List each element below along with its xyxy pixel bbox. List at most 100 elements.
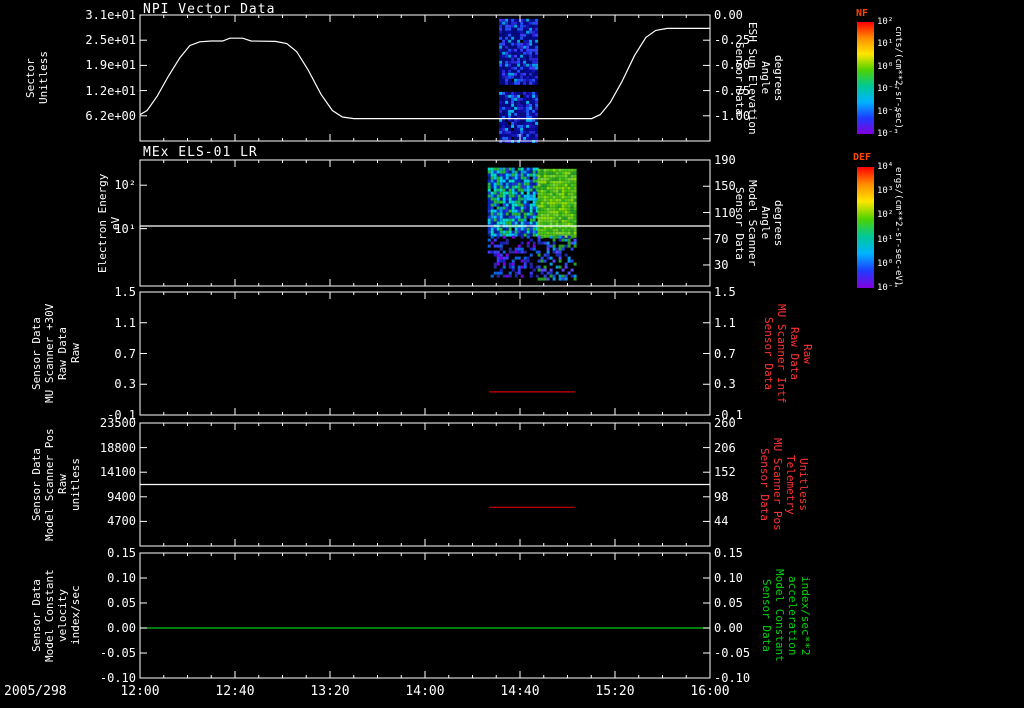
y-tick-label: 0.15 [107, 546, 136, 560]
spectrogram-region [537, 235, 577, 281]
y-tick-label: 0.3 [714, 377, 736, 392]
y-tick-label: 0.10 [107, 571, 136, 585]
y-tick-label: 260 [714, 416, 736, 430]
y-tick-label: 70 [714, 231, 729, 246]
colorbar-tick-label: 10⁰ [877, 258, 894, 269]
y-tick-label: 190 [714, 153, 736, 167]
mu-scanner-30v-panel [139, 291, 711, 416]
series-sector [139, 27, 710, 120]
colorbar [857, 167, 874, 288]
y-tick-label: 1.5 [714, 285, 736, 299]
panel2-right-axis-label: Sensor Data Model Scanner Angle degrees [733, 179, 785, 267]
y-tick-label: 10¹ [114, 221, 136, 236]
colorbar-tick-label: 10⁰ [877, 61, 894, 72]
x-tick-label: 16:00 [690, 684, 730, 699]
x-tick-label: 14:00 [405, 684, 445, 699]
panel1-left-axis-label: Sector Unitless [24, 51, 50, 105]
colorbar-tick-label: 10⁻² [877, 106, 899, 117]
panel5-left-axis-label: Sensor Data Model Constant velocity inde… [30, 569, 82, 662]
colorbar1-unit-label: cnts/(cm**2-sr-sec) [893, 25, 903, 129]
y-tick-label: 6.2e+00 [85, 108, 136, 123]
x-tick-label: 12:40 [215, 684, 255, 699]
colorbar-tick-label: 10³ [877, 186, 894, 197]
spectrogram-region [499, 18, 539, 85]
y-tick-label: 1.1 [114, 315, 136, 330]
model-constant-velocity-panel [139, 552, 711, 679]
panel1-title: NPI Vector Data [143, 2, 276, 17]
y-tick-label: 44 [714, 514, 729, 529]
colorbar-tick-label: 10⁴ [877, 162, 894, 172]
y-tick-label: -0.50 [714, 58, 751, 73]
panel2-title: MEx ELS-01 LR [143, 145, 258, 160]
y-tick-label: 0.00 [714, 621, 743, 635]
y-tick-label: 2.5e+01 [85, 33, 136, 48]
y-tick-label: 152 [714, 465, 736, 480]
panel3-right-axis-label: Sensor Data MU Scanner Intf Raw Data Raw [762, 303, 814, 404]
y-tick-label: 1.5 [114, 285, 136, 299]
y-tick-label: -0.10 [714, 671, 751, 685]
y-tick-label: -1.00 [714, 108, 751, 123]
y-tick-label: 23500 [99, 416, 136, 430]
spectrogram-region [487, 235, 539, 278]
spectrogram-region [537, 168, 577, 238]
y-tick-label: 98 [714, 489, 729, 504]
y-tick-label: 0.10 [714, 571, 743, 585]
x-tick-label: 15:20 [595, 684, 635, 699]
y-tick-label: -0.05 [99, 646, 136, 660]
mex-els-01-lr-panel [139, 159, 711, 287]
x-tick-label: 12:00 [120, 684, 160, 699]
panel4-right-axis-label: Sensor Data MU Scanner Pos Telemetry Uni… [758, 438, 810, 531]
y-tick-label: 1.9e+01 [85, 58, 136, 73]
panel-frame [139, 291, 711, 416]
colorbar2-title: DEF [853, 152, 872, 163]
y-tick-label: -0.25 [714, 33, 751, 48]
x-tick-label: 14:40 [500, 684, 540, 699]
y-tick-label: 0.00 [107, 621, 136, 635]
panel4-left-axis-label: Sensor Data Model Scanner Pos Raw unitle… [30, 428, 82, 541]
model-scanner-pos-panel [139, 422, 711, 547]
colorbar1-title: NF [856, 8, 869, 19]
y-tick-label: 0.15 [714, 546, 743, 560]
panel-frame [139, 14, 711, 142]
panel-frame [139, 552, 711, 679]
y-tick-label: 0.00 [714, 8, 743, 22]
y-tick-label: 14100 [99, 465, 136, 480]
y-tick-label: 3.1e+01 [85, 8, 136, 22]
colorbar2-unit-label: ergs/(cm**2-sr-sec-eV) [893, 167, 903, 287]
y-tick-label: -0.05 [714, 646, 751, 660]
panel5-right-axis-label: Sensor Data Model Constant acceleration … [760, 569, 812, 662]
y-tick-label: 0.05 [107, 596, 136, 610]
y-tick-label: 110 [714, 205, 736, 220]
colorbar-tick-label: 10¹ [877, 234, 894, 245]
npi-vector-data-panel [139, 14, 711, 143]
spectrogram-region [499, 91, 539, 143]
y-tick-label: 9400 [107, 489, 136, 504]
y-tick-label: 18800 [99, 440, 136, 455]
colorbar-tick-label: 10⁻¹ [877, 283, 899, 293]
y-tick-label: 0.7 [114, 346, 136, 361]
x-tick-label: 13:20 [310, 684, 350, 699]
panel3-left-axis-label: Sensor Data MU Scanner +30V Raw Data Raw [30, 303, 82, 404]
y-tick-label: 10² [114, 178, 136, 193]
y-tick-label: -0.75 [714, 83, 751, 98]
colorbar-tick-label: 10² [877, 17, 894, 27]
y-tick-label: -0.10 [99, 671, 136, 685]
panel1-right-axis-label: Sensor Data ESH Sun Elevation Angle degr… [733, 21, 785, 135]
y-tick-label: -0.1 [107, 408, 136, 422]
y-tick-label: 206 [714, 440, 736, 455]
colorbar-tick-label: 10² [877, 210, 894, 221]
y-tick-label: 30 [714, 257, 729, 272]
y-tick-label: -0.1 [714, 408, 743, 422]
y-tick-label: 1.1 [714, 315, 736, 330]
y-tick-label: 1.2e+01 [85, 83, 136, 98]
y-tick-label: 0.3 [114, 377, 136, 392]
y-tick-label: 0.7 [714, 346, 736, 361]
colorbar-tick-label: 10⁻¹ [877, 84, 899, 95]
y-tick-label: 4700 [107, 514, 136, 529]
panel-frame [139, 159, 711, 287]
colorbar [857, 22, 874, 134]
y-tick-label: 150 [714, 179, 736, 194]
date-label: 2005/298 [4, 684, 67, 699]
